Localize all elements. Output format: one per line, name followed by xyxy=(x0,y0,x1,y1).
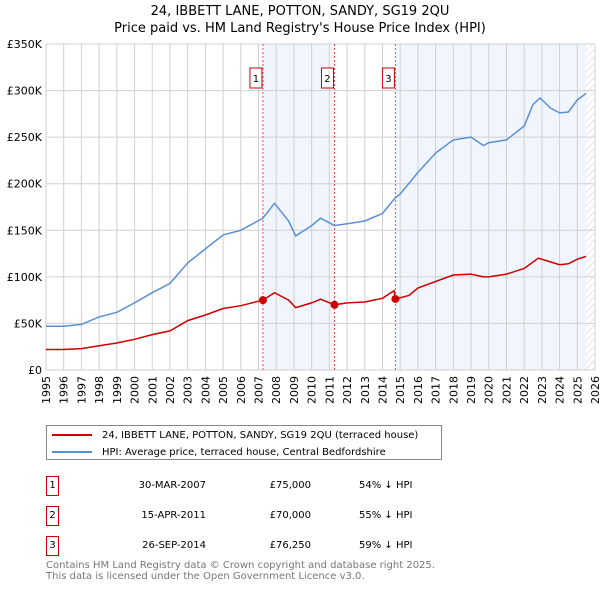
sale-point xyxy=(391,294,400,303)
transaction-price: £70,000 xyxy=(269,510,311,521)
x-tick-label: 2023 xyxy=(536,376,549,404)
sale-label-box xyxy=(320,67,334,89)
y-tick-label: £0 xyxy=(28,364,42,377)
transaction-marker: 2 xyxy=(46,506,59,526)
sale-label: 1 xyxy=(253,74,259,85)
transaction-date: 26-SEP-2014 xyxy=(142,540,206,551)
x-tick-label: 2019 xyxy=(465,376,478,404)
price-chart: 1995 1996 1997 1998 1999 2000 2001 2002 2003 2004… xyxy=(7,38,600,404)
transaction-row: 3 26-SEP-2014 £76,250 59% ↓ HPI xyxy=(46,536,446,556)
transaction-row: 1 30-MAR-2007 £75,000 54% ↓ HPI xyxy=(46,476,446,496)
legend-swatch xyxy=(52,434,92,436)
transaction-hpi-diff: 55% ↓ HPI xyxy=(359,510,413,521)
sale-point xyxy=(330,300,339,309)
x-tick-label: 2004 xyxy=(199,376,212,404)
x-tick-label: 2024 xyxy=(554,376,567,404)
sale-point xyxy=(258,296,267,305)
x-tick-label: 1995 xyxy=(40,376,53,404)
footer-licence: This data is licensed under the Open Gov… xyxy=(46,571,365,582)
legend-swatch xyxy=(52,451,92,453)
x-tick-label: 2017 xyxy=(430,376,443,404)
x-tick-label: 2026 xyxy=(589,376,600,404)
y-tick-label: £200K xyxy=(7,178,43,191)
chart-title: 24, IBBETT LANE, POTTON, SANDY, SG19 2QU xyxy=(150,4,450,19)
transaction-price: £75,000 xyxy=(269,480,311,491)
series-line xyxy=(46,255,587,351)
x-tick-label: 2021 xyxy=(500,376,513,404)
transaction-marker: 1 xyxy=(46,476,59,496)
sale-label-box xyxy=(249,67,263,89)
y-tick-label: £300K xyxy=(7,85,43,98)
x-tick-label: 1998 xyxy=(93,376,106,404)
transaction-hpi-diff: 59% ↓ HPI xyxy=(359,540,413,551)
legend-label: 24, IBBETT LANE, POTTON, SANDY, SG19 2QU… xyxy=(102,429,419,441)
x-tick-label: 2005 xyxy=(217,376,230,404)
transaction-hpi-diff: 54% ↓ HPI xyxy=(359,480,413,491)
x-tick-label: 2022 xyxy=(518,376,531,404)
sale-label-box xyxy=(381,67,395,89)
x-tick-label: 2009 xyxy=(288,376,301,404)
shaded-range xyxy=(262,44,335,370)
future-hatch xyxy=(586,44,595,370)
x-tick-label: 2013 xyxy=(359,376,372,404)
footer-copyright: Contains HM Land Registry data © Crown c… xyxy=(46,560,435,571)
legend-label: HPI: Average price, terraced house, Cent… xyxy=(102,446,386,458)
transaction-row: 2 15-APR-2011 £70,000 55% ↓ HPI xyxy=(46,506,446,526)
shaded-range xyxy=(395,44,587,370)
x-tick-label: 2008 xyxy=(270,376,283,404)
sale-label: 3 xyxy=(385,74,391,85)
x-tick-label: 2014 xyxy=(376,376,389,404)
y-tick-label: £100K xyxy=(7,271,43,284)
x-tick-label: 2002 xyxy=(164,376,177,404)
x-tick-label: 2007 xyxy=(253,376,266,404)
x-tick-label: 2018 xyxy=(447,376,460,404)
y-tick-label: £350K xyxy=(7,38,43,51)
chart-subtitle: Price paid vs. HM Land Registry's House … xyxy=(114,21,486,36)
x-tick-label: 2010 xyxy=(306,376,319,404)
y-tick-label: £50K xyxy=(14,317,43,330)
x-tick-label: 2006 xyxy=(235,376,248,404)
x-tick-label: 2000 xyxy=(129,376,142,404)
x-tick-label: 2012 xyxy=(341,376,354,404)
legend-item-property: 24, IBBETT LANE, POTTON, SANDY, SG19 2QU… xyxy=(52,428,418,442)
legend: 24, IBBETT LANE, POTTON, SANDY, SG19 2QU… xyxy=(46,425,442,460)
y-tick-label: £150K xyxy=(7,224,43,237)
transaction-marker: 3 xyxy=(46,536,59,556)
legend-item-hpi: HPI: Average price, terraced house, Cent… xyxy=(52,445,386,459)
x-tick-label: 2020 xyxy=(483,376,496,404)
series-line xyxy=(46,92,587,327)
x-tick-label: 2025 xyxy=(571,376,584,404)
sale-label: 2 xyxy=(324,74,330,85)
y-tick-label: £250K xyxy=(7,131,43,144)
x-tick-label: 2001 xyxy=(146,376,159,404)
x-tick-label: 1997 xyxy=(75,376,88,404)
x-tick-label: 1996 xyxy=(58,376,71,404)
x-tick-label: 2011 xyxy=(323,376,336,404)
x-tick-label: 2003 xyxy=(182,376,195,404)
transaction-date: 30-MAR-2007 xyxy=(138,480,206,491)
x-tick-label: 2015 xyxy=(394,376,407,404)
transaction-price: £76,250 xyxy=(269,540,311,551)
x-tick-label: 1999 xyxy=(111,376,124,404)
x-tick-label: 2016 xyxy=(412,376,425,404)
transaction-date: 15-APR-2011 xyxy=(141,510,206,521)
